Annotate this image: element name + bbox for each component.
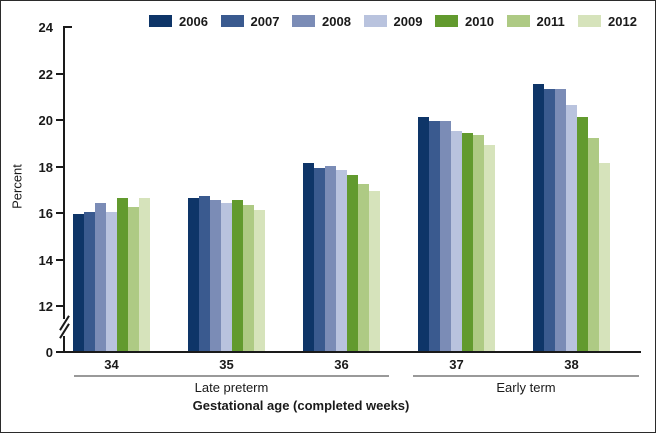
bar-2009-35wk [221, 202, 232, 352]
y-tick-16 [56, 212, 64, 214]
bar-2011-34wk [128, 207, 139, 352]
legend-label: 2006 [179, 13, 208, 29]
legend-item-2008: 2008 [292, 13, 351, 29]
bar-2007-37wk [429, 121, 440, 352]
y-tick-label-0: 0 [45, 345, 53, 360]
legend-item-2009: 2009 [363, 13, 423, 29]
bar-2008-37wk [440, 121, 451, 352]
bar-2010-36wk [347, 174, 358, 352]
legend-label: 2012 [608, 13, 637, 29]
bar-2012-35wk [254, 209, 265, 352]
y-tick-label-24: 24 [38, 20, 53, 35]
section-line [413, 375, 639, 377]
legend-item-2007: 2007 [220, 13, 280, 29]
legend-item-2010: 2010 [435, 13, 494, 29]
x-category-label-36: 36 [334, 357, 349, 372]
legend-item-2012: 2012 [578, 13, 637, 29]
bar-2011-38wk [588, 137, 599, 352]
bar-2006-35wk [188, 198, 199, 352]
bar-2007-38wk [544, 88, 555, 352]
x-category-label-34: 34 [104, 357, 119, 372]
bar-2012-37wk [484, 144, 495, 352]
bar-2008-34wk [95, 202, 106, 352]
section-label: Late preterm [194, 380, 269, 395]
legend-label: 2008 [322, 13, 351, 29]
y-tick-24 [64, 26, 72, 28]
x-category-label-35: 35 [219, 357, 234, 372]
bar-2009-37wk [451, 130, 462, 352]
bar-2008-38wk [555, 88, 566, 352]
y-tick-label-12: 12 [38, 299, 53, 314]
legend-label: 2011 [536, 13, 565, 29]
bar-2008-35wk [210, 200, 221, 352]
bar-2011-36wk [358, 184, 369, 352]
x-axis-title: Gestational age (completed weeks) [192, 398, 410, 413]
legend-swatch-2012 [578, 15, 601, 27]
y-tick-0 [56, 351, 64, 353]
bar-2008-36wk [325, 165, 336, 352]
y-tick-12 [56, 305, 64, 307]
bar-2012-38wk [599, 163, 610, 352]
legend-label: 2010 [465, 13, 494, 29]
y-tick-label-22: 22 [38, 66, 53, 82]
bar-2010-37wk [462, 132, 473, 352]
bar-2009-36wk [336, 170, 347, 352]
y-tick-22 [56, 72, 64, 75]
legend-swatch-2011 [506, 15, 530, 27]
bar-2007-34wk [84, 212, 95, 352]
y-tick-label-16: 16 [38, 206, 53, 221]
y-tick-20 [56, 119, 64, 121]
bar-2007-36wk [314, 167, 325, 352]
y-axis-title: Percent [9, 164, 25, 209]
bar-2011-37wk [473, 135, 484, 352]
bar-2009-38wk [566, 105, 577, 352]
legend-label: 2009 [393, 13, 423, 29]
bar-2010-35wk [232, 200, 243, 352]
bar-2010-38wk [577, 116, 588, 352]
legend-item-2011: 2011 [506, 13, 565, 29]
legend-swatch-2007 [220, 15, 244, 27]
y-tick-label-18: 18 [38, 159, 53, 175]
bar-2012-36wk [369, 191, 380, 352]
bar-2006-36wk [303, 163, 314, 352]
x-axis-line [63, 351, 641, 353]
legend-swatch-2006 [149, 15, 172, 27]
legend-item-2006: 2006 [149, 13, 208, 29]
y-tick-18 [56, 165, 64, 168]
bar-2011-35wk [243, 205, 254, 352]
bar-2010-34wk [117, 198, 128, 352]
bar-2006-37wk [418, 116, 429, 352]
section-line [74, 375, 389, 377]
y-axis-line [63, 26, 65, 353]
legend-swatch-2008 [292, 15, 315, 27]
legend-swatch-2009 [363, 15, 387, 27]
x-category-label-38: 38 [564, 357, 579, 372]
section-label: Early term [496, 380, 556, 395]
y-tick-label-14: 14 [38, 252, 53, 268]
legend-label: 2007 [250, 13, 280, 29]
bar-2007-35wk [199, 195, 210, 352]
x-category-label-37: 37 [449, 357, 464, 372]
bar-2006-38wk [533, 84, 544, 352]
legend-swatch-2010 [435, 15, 458, 27]
y-tick-14 [56, 258, 64, 261]
y-tick-label-20: 20 [38, 113, 53, 128]
bar-2006-34wk [73, 214, 84, 352]
bar-2012-34wk [139, 198, 150, 352]
bar-2009-34wk [106, 212, 117, 352]
